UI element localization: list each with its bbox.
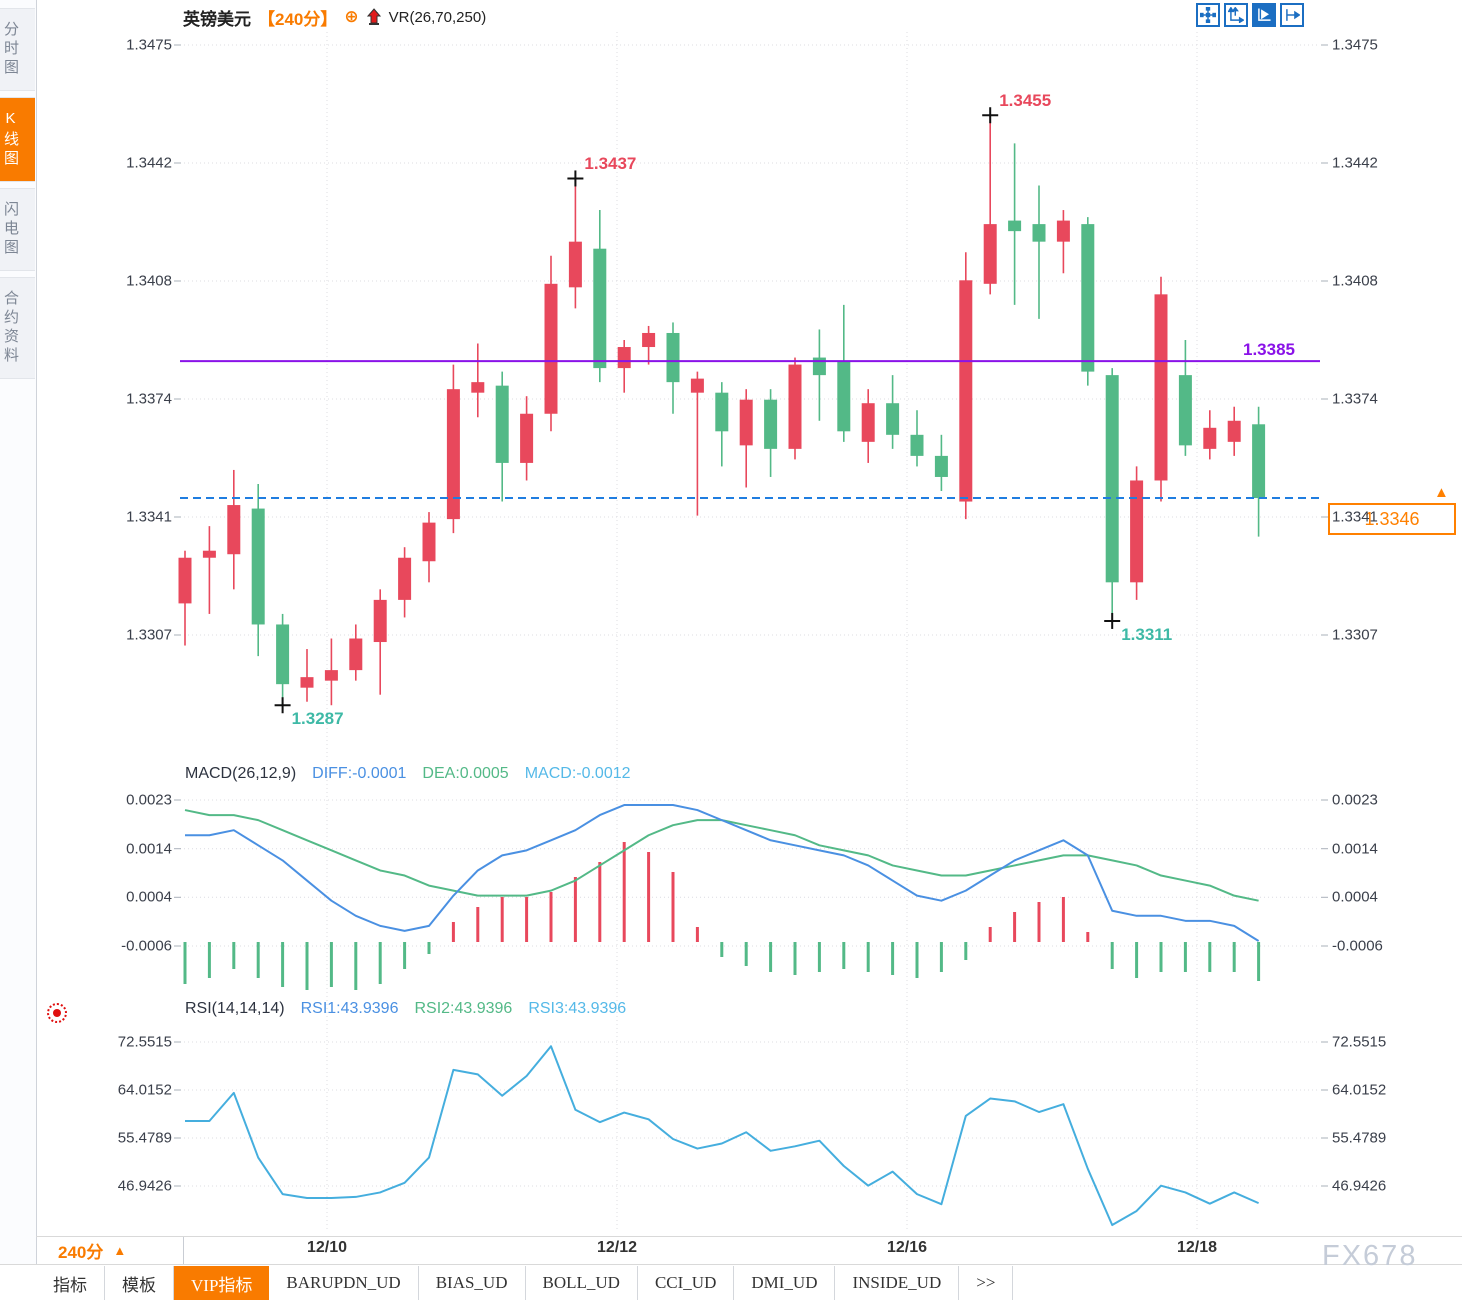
macd-panel-header: MACD(26,12,9) DIFF:-0.0001 DEA:0.0005 MA… [185,765,631,783]
price-axis-tick-right: 1.3341 [1332,508,1378,526]
interval-selector[interactable]: 240分 ▲ [36,1237,184,1264]
price-axis-tick-right: 1.3475 [1332,36,1378,54]
bottom-tab-dmi_ud[interactable]: DMI_UD [734,1266,836,1300]
macd-series [183,804,1261,990]
sidebar-tab-1[interactable]: K线图 [0,97,35,182]
bottom-tab-cci_ud[interactable]: CCI_UD [638,1266,735,1300]
price-axis-tick-right: 1.3442 [1332,154,1378,172]
price-up-triangle-icon: ▲ [1434,484,1449,501]
bottom-tab-[interactable]: 指标 [36,1266,105,1300]
bottom-tab-vip[interactable]: VIP指标 [174,1266,270,1300]
rsi-axis-tick-left: 64.0152 [117,1081,172,1099]
axis-range-icon[interactable] [1224,3,1248,27]
rsi2-value: RSI2:43.9396 [414,1000,513,1017]
macd-dea-value: DEA:0.0005 [422,765,509,782]
rsi-axis-tick-right: 72.5515 [1332,1033,1387,1051]
price-annotation: 1.3311 [1121,624,1173,644]
grid-lines [174,32,1328,1232]
price-axis-tick-left: 1.3374 [126,390,172,408]
rsi-axis-tick-right: 55.4789 [1332,1129,1387,1147]
overlay-lines [180,360,1320,500]
extreme-cross-markers [274,107,1121,714]
overlay-indicator-label: VR(26,70,250) [388,8,487,26]
current-price-badge: 1.3346 [1328,503,1456,535]
macd-axis-tick-right: -0.0006 [1332,937,1383,955]
rsi-panel-header: RSI(14,14,14) RSI1:43.9396 RSI2:43.9396 … [185,1000,626,1018]
bottom-tab-barupdn_ud[interactable]: BARUPDN_UD [269,1266,419,1300]
rsi-axis-tick-left: 55.4789 [117,1129,172,1147]
date-axis-tick: 12/18 [1176,1239,1218,1256]
bottom-tab-bias_ud[interactable]: BIAS_UD [419,1266,526,1300]
add-indicator-icon[interactable]: ⊕ [344,7,359,26]
macd-axis-tick-left: 0.0004 [126,888,172,906]
rsi-title: RSI(14,14,14) [185,1000,285,1017]
chart-toolbar [1196,3,1304,27]
date-axis-tick: 12/16 [886,1239,928,1256]
watermark: FX678 [1322,1240,1418,1272]
interval-label: 【240分】 [258,9,338,29]
rsi-axis-tick-right: 46.9426 [1332,1177,1387,1195]
rsi1-value: RSI1:43.9396 [300,1000,399,1017]
macd-axis-tick-right: 0.0014 [1332,840,1378,858]
pan-icon[interactable] [1196,3,1220,27]
chart-header: 英镑美元 【240分】 ⊕ VR(26,70,250) [183,5,486,29]
date-axis-tick: 12/10 [306,1239,348,1256]
rsi-series [185,1045,1260,1227]
price-annotation: 1.3287 [291,709,344,729]
symbol-title: 英镑美元 [183,9,251,29]
rsi-axis-tick-left: 72.5515 [117,1033,172,1051]
axis-shift-icon[interactable] [1280,3,1304,27]
rsi-axis-tick-right: 64.0152 [1332,1081,1387,1099]
axis-play-icon[interactable] [1252,3,1276,27]
price-annotation: 1.3455 [999,91,1052,111]
price-axis-tick-left: 1.3341 [126,508,172,526]
price-annotation: 1.3437 [584,154,637,174]
axis-separator [36,1236,1462,1237]
price-axis-tick-left: 1.3442 [126,154,172,172]
candlestick-series [178,115,1266,706]
price-axis-tick-right: 1.3307 [1332,626,1378,644]
date-axis-tick: 12/12 [596,1239,638,1256]
support-line-label: 1.3385 [1243,340,1295,359]
indicator-tabbar: 指标 模板 VIP指标 BARUPDN_UD BIAS_UD BOLL_UD CCI_UD D… [36,1266,1462,1300]
macd-axis-tick-right: 0.0023 [1332,791,1378,809]
macd-axis-tick-right: 0.0004 [1332,888,1378,906]
price-axis-tick-right: 1.3408 [1332,272,1378,290]
rsi3-value: RSI3:43.9396 [528,1000,627,1017]
bottom-tab-[interactable]: 模板 [105,1266,174,1300]
interval-value: 240分 [58,1243,104,1262]
bottom-tab-inside_ud[interactable]: INSIDE_UD [835,1266,960,1300]
macd-axis-tick-left: -0.0006 [121,937,172,955]
macd-axis-tick-left: 0.0014 [126,840,172,858]
sidebar-tab-3[interactable]: 合约资料 [0,277,35,379]
macd-macd-value: MACD:-0.0012 [524,765,631,782]
rsi-axis-tick-left: 46.9426 [117,1177,172,1195]
price-axis-tick-left: 1.3408 [126,272,172,290]
tabbar-separator [0,1264,1462,1265]
macd-axis-tick-left: 0.0023 [126,791,172,809]
price-axis-tick-right: 1.3374 [1332,390,1378,408]
bottom-tab-boll_ud[interactable]: BOLL_UD [526,1266,638,1300]
sidebar-chart-type: 分时图 K线图闪电图合约资料 [0,0,37,1264]
price-axis-tick-left: 1.3475 [126,36,172,54]
red-up-arrow-icon [366,8,381,25]
interval-arrow-icon: ▲ [113,1243,127,1258]
macd-diff-value: DIFF:-0.0001 [312,765,407,782]
sidebar-tab-0[interactable]: 分时图 [0,8,35,91]
sidebar-tab-2[interactable]: 闪电图 [0,188,35,271]
macd-title: MACD(26,12,9) [185,765,297,782]
price-axis-tick-left: 1.3307 [126,626,172,644]
alert-flash-icon[interactable] [47,1003,67,1023]
bottom-tab-[interactable]: >> [959,1266,1014,1300]
